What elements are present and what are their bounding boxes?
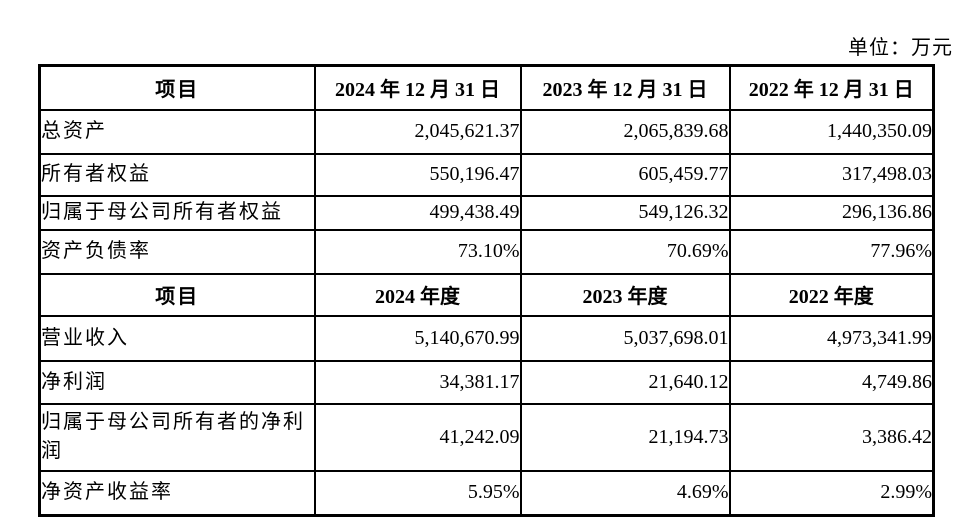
cell-value: 317,498.03 <box>728 152 935 197</box>
cell-value: 73.10% <box>313 228 522 275</box>
cell-value: 499,438.49 <box>313 194 522 231</box>
income-header-row: 项目 2024 年度 2023 年度 2022 年度 <box>38 272 935 317</box>
cell-value: 605,459.77 <box>519 152 731 197</box>
cell-value: 3,386.42 <box>728 402 935 472</box>
row-label: 净利润 <box>38 359 316 405</box>
cell-value: 34,381.17 <box>313 359 522 405</box>
table-row-total-assets: 总资产 2,045,621.37 2,065,839.68 1,440,350.… <box>38 108 935 155</box>
cell-value: 550,196.47 <box>313 152 522 197</box>
cell-value: 4,973,341.99 <box>728 314 935 362</box>
row-label: 归属于母公司所有者的净利润 <box>38 402 316 472</box>
balance-header-row: 项目 2024 年 12 月 31 日 2023 年 12 月 31 日 202… <box>38 64 935 111</box>
cell-value: 21,194.73 <box>519 402 731 472</box>
cell-value: 5,140,670.99 <box>313 314 522 362</box>
row-label: 资产负债率 <box>38 228 316 275</box>
cell-value: 549,126.32 <box>519 194 731 231</box>
income-header-2022: 2022 年度 <box>728 272 935 317</box>
cell-value: 41,242.09 <box>313 402 522 472</box>
row-label: 所有者权益 <box>38 152 316 197</box>
cell-value: 2,065,839.68 <box>519 108 731 155</box>
balance-header-2023: 2023 年 12 月 31 日 <box>519 64 731 111</box>
cell-value: 2,045,621.37 <box>313 108 522 155</box>
table-row-net-profit: 净利润 34,381.17 21,640.12 4,749.86 <box>38 359 935 405</box>
table-row-parent-net-profit: 归属于母公司所有者的净利润 41,242.09 21,194.73 3,386.… <box>38 402 935 472</box>
balance-header-2022: 2022 年 12 月 31 日 <box>728 64 935 111</box>
cell-value: 70.69% <box>519 228 731 275</box>
income-header-2024: 2024 年度 <box>313 272 522 317</box>
financial-summary-table: 项目 2024 年 12 月 31 日 2023 年 12 月 31 日 202… <box>38 64 935 517</box>
cell-value: 77.96% <box>728 228 935 275</box>
row-label: 净资产收益率 <box>38 469 316 517</box>
cell-value: 4,749.86 <box>728 359 935 405</box>
income-header-2023: 2023 年度 <box>519 272 731 317</box>
income-header-item: 项目 <box>38 272 316 317</box>
cell-value: 296,136.86 <box>728 194 935 231</box>
row-label: 营业收入 <box>38 314 316 362</box>
table-row-debt-ratio: 资产负债率 73.10% 70.69% 77.96% <box>38 228 935 275</box>
balance-header-2024: 2024 年 12 月 31 日 <box>313 64 522 111</box>
table-row-parent-equity: 归属于母公司所有者权益 499,438.49 549,126.32 296,13… <box>38 194 935 231</box>
balance-header-item: 项目 <box>38 64 316 111</box>
cell-value: 5.95% <box>313 469 522 517</box>
cell-value: 21,640.12 <box>519 359 731 405</box>
unit-label: 单位：万元 <box>848 37 953 59</box>
table-row-roe: 净资产收益率 5.95% 4.69% 2.99% <box>38 469 935 517</box>
cell-value: 2.99% <box>728 469 935 517</box>
cell-value: 1,440,350.09 <box>728 108 935 155</box>
table-row-revenue: 营业收入 5,140,670.99 5,037,698.01 4,973,341… <box>38 314 935 362</box>
row-label: 归属于母公司所有者权益 <box>38 194 316 231</box>
cell-value: 5,037,698.01 <box>519 314 731 362</box>
table-row-owners-equity: 所有者权益 550,196.47 605,459.77 317,498.03 <box>38 152 935 197</box>
row-label: 总资产 <box>38 108 316 155</box>
cell-value: 4.69% <box>519 469 731 517</box>
